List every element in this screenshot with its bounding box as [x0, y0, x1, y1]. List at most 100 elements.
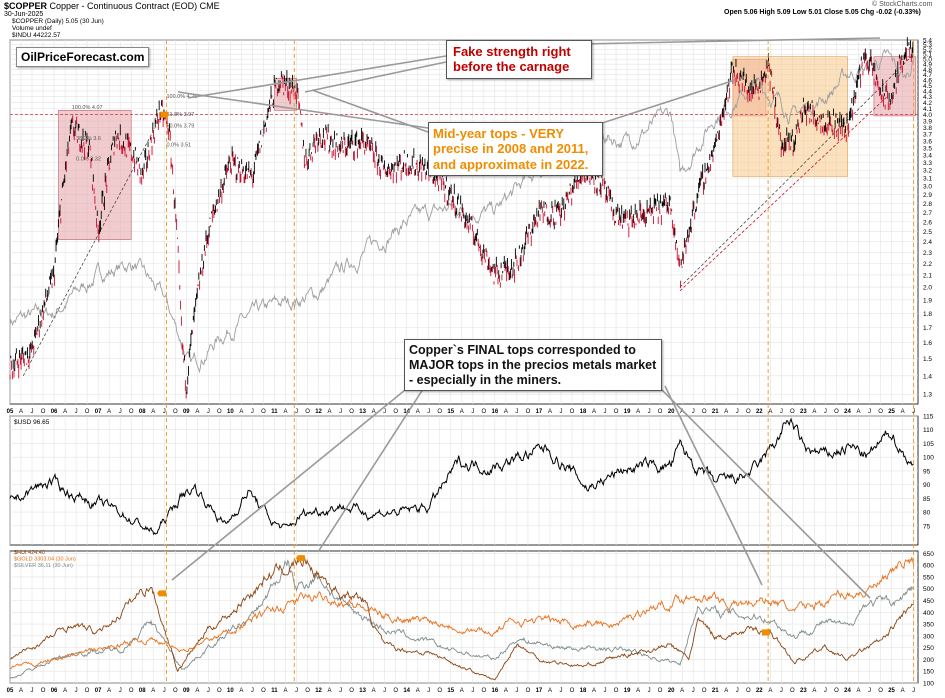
x-tick-label: J	[780, 409, 783, 415]
x-tick-label: J	[119, 409, 122, 415]
y-tick-label: 300	[923, 633, 934, 640]
x-tick-label: 23	[800, 688, 807, 694]
x-tick-label: O	[217, 688, 222, 694]
x-tick-label: A	[19, 688, 23, 694]
panel-frame-usd	[9, 415, 919, 546]
x-tick-label: A	[636, 409, 640, 415]
x-tick-label: A	[901, 409, 905, 415]
x-tick-label: J	[427, 409, 430, 415]
brand-label: OilPriceForecast.com	[16, 47, 150, 68]
y-tick-label: 80	[923, 510, 931, 517]
pointer-final-tops	[664, 385, 763, 586]
y-tick-label: 3.9	[923, 118, 932, 125]
y-tick-label: 1.6	[923, 340, 932, 347]
x-tick-label: A	[592, 409, 596, 415]
x-tick-label: A	[768, 409, 772, 415]
x-tick-label: 09	[183, 409, 190, 415]
fib-label: 61.8% 3.97	[166, 112, 194, 118]
x-tick-label: A	[63, 688, 67, 694]
x-tick-label: 10	[227, 409, 234, 415]
x-tick-label: O	[702, 409, 707, 415]
y-tick-label: 3.8	[923, 125, 932, 132]
x-tick-label: 17	[536, 688, 543, 694]
x-tick-label: 08	[139, 688, 146, 694]
y-tick-label: 3.6	[923, 138, 932, 145]
chart-date: 30-Jun-2025	[4, 11, 44, 18]
x-tick-label: 10	[227, 688, 234, 694]
y-tick-label: 550	[923, 574, 934, 581]
x-tick-label: O	[790, 688, 795, 694]
x-tick-label: J	[824, 409, 827, 415]
watermark: © StockCharts.com	[872, 1, 933, 8]
x-tick-label: J	[736, 409, 739, 415]
x-tick-label: O	[746, 409, 751, 415]
y-tick-label: 3.0	[923, 184, 932, 191]
x-tick-label: 07	[95, 688, 102, 694]
y-tick-label: 3.7	[923, 132, 932, 139]
x-tick-label: J	[207, 409, 210, 415]
y-tick-label: 110	[923, 427, 934, 434]
x-tick-label: O	[570, 688, 575, 694]
x-tick-label: A	[460, 688, 464, 694]
x-tick-label: A	[416, 409, 420, 415]
x-tick-label: O	[481, 409, 486, 415]
callout-final-tops: Copper`s FINAL tops corresponded to MAJO…	[404, 339, 662, 392]
x-tick-label: 12	[315, 409, 322, 415]
y-tick-label: 3.2	[923, 168, 932, 175]
x-tick-label: 09	[183, 688, 190, 694]
y-tick-label: 5.2	[923, 47, 932, 54]
x-tick-label: A	[195, 688, 199, 694]
x-tick-label: J	[692, 688, 695, 694]
pointer-mid-year	[311, 89, 429, 133]
y-tick-label: 2.0	[923, 285, 932, 292]
x-tick-label: O	[790, 409, 795, 415]
x-tick-label: J	[31, 688, 34, 694]
x-tick-label: O	[614, 409, 619, 415]
x-tick-label: O	[129, 688, 134, 694]
x-tick-label: 14	[403, 409, 410, 415]
x-tick-label: J	[515, 409, 518, 415]
x-tick-label: A	[19, 409, 23, 415]
x-tick-label: J	[559, 409, 562, 415]
x-tick-label: J	[604, 688, 607, 694]
callout-mid-year-tops: Mid-year tops - VERY precise in 2008 and…	[428, 122, 603, 176]
x-tick-label: J	[295, 409, 298, 415]
x-tick-label: A	[372, 409, 376, 415]
y-tick-label: 3.3	[923, 160, 932, 167]
y-tick-label: 200	[923, 657, 934, 664]
x-tick-label: J	[251, 409, 254, 415]
y-tick-label: 1.8	[923, 311, 932, 318]
x-tick-label: O	[85, 409, 90, 415]
x-tick-label: J	[912, 688, 915, 694]
x-tick-label: 25	[888, 409, 895, 415]
x-tick-label: J	[824, 688, 827, 694]
pointer-mid-year	[592, 79, 736, 127]
y-tick-label: 85	[923, 496, 931, 503]
x-tick-label: A	[768, 688, 772, 694]
x-tick-label: 20	[668, 409, 675, 415]
pointer-final-tops	[317, 385, 426, 553]
y-tick-label: 600	[923, 563, 934, 570]
y-tick-label: 105	[923, 441, 934, 448]
x-tick-label: O	[702, 688, 707, 694]
x-tick-label: 07	[95, 409, 102, 415]
x-tick-label: 13	[359, 409, 366, 415]
fib-label: 38.2% 3.6	[76, 136, 101, 142]
y-tick-label: 4.8	[923, 67, 932, 74]
x-tick-label: A	[63, 409, 67, 415]
y-tick-label: 100	[923, 455, 934, 462]
legend-metal: $HUI 424.40	[14, 550, 45, 556]
y-tick-label: 4.9	[923, 62, 932, 69]
chart-title: Copper - Continuous Contract (EOD) CME	[49, 1, 220, 11]
y-tick-label: 400	[923, 610, 934, 617]
x-tick-label: 22	[756, 688, 763, 694]
x-tick-label: O	[173, 409, 178, 415]
x-tick-label: 11	[271, 688, 278, 694]
x-tick-label: J	[75, 688, 78, 694]
x-tick-label: J	[515, 688, 518, 694]
y-tick-label: 5.3	[923, 42, 932, 49]
x-tick-label: A	[504, 688, 508, 694]
y-tick-label: 2.8	[923, 201, 932, 208]
x-tick-label: J	[383, 409, 386, 415]
